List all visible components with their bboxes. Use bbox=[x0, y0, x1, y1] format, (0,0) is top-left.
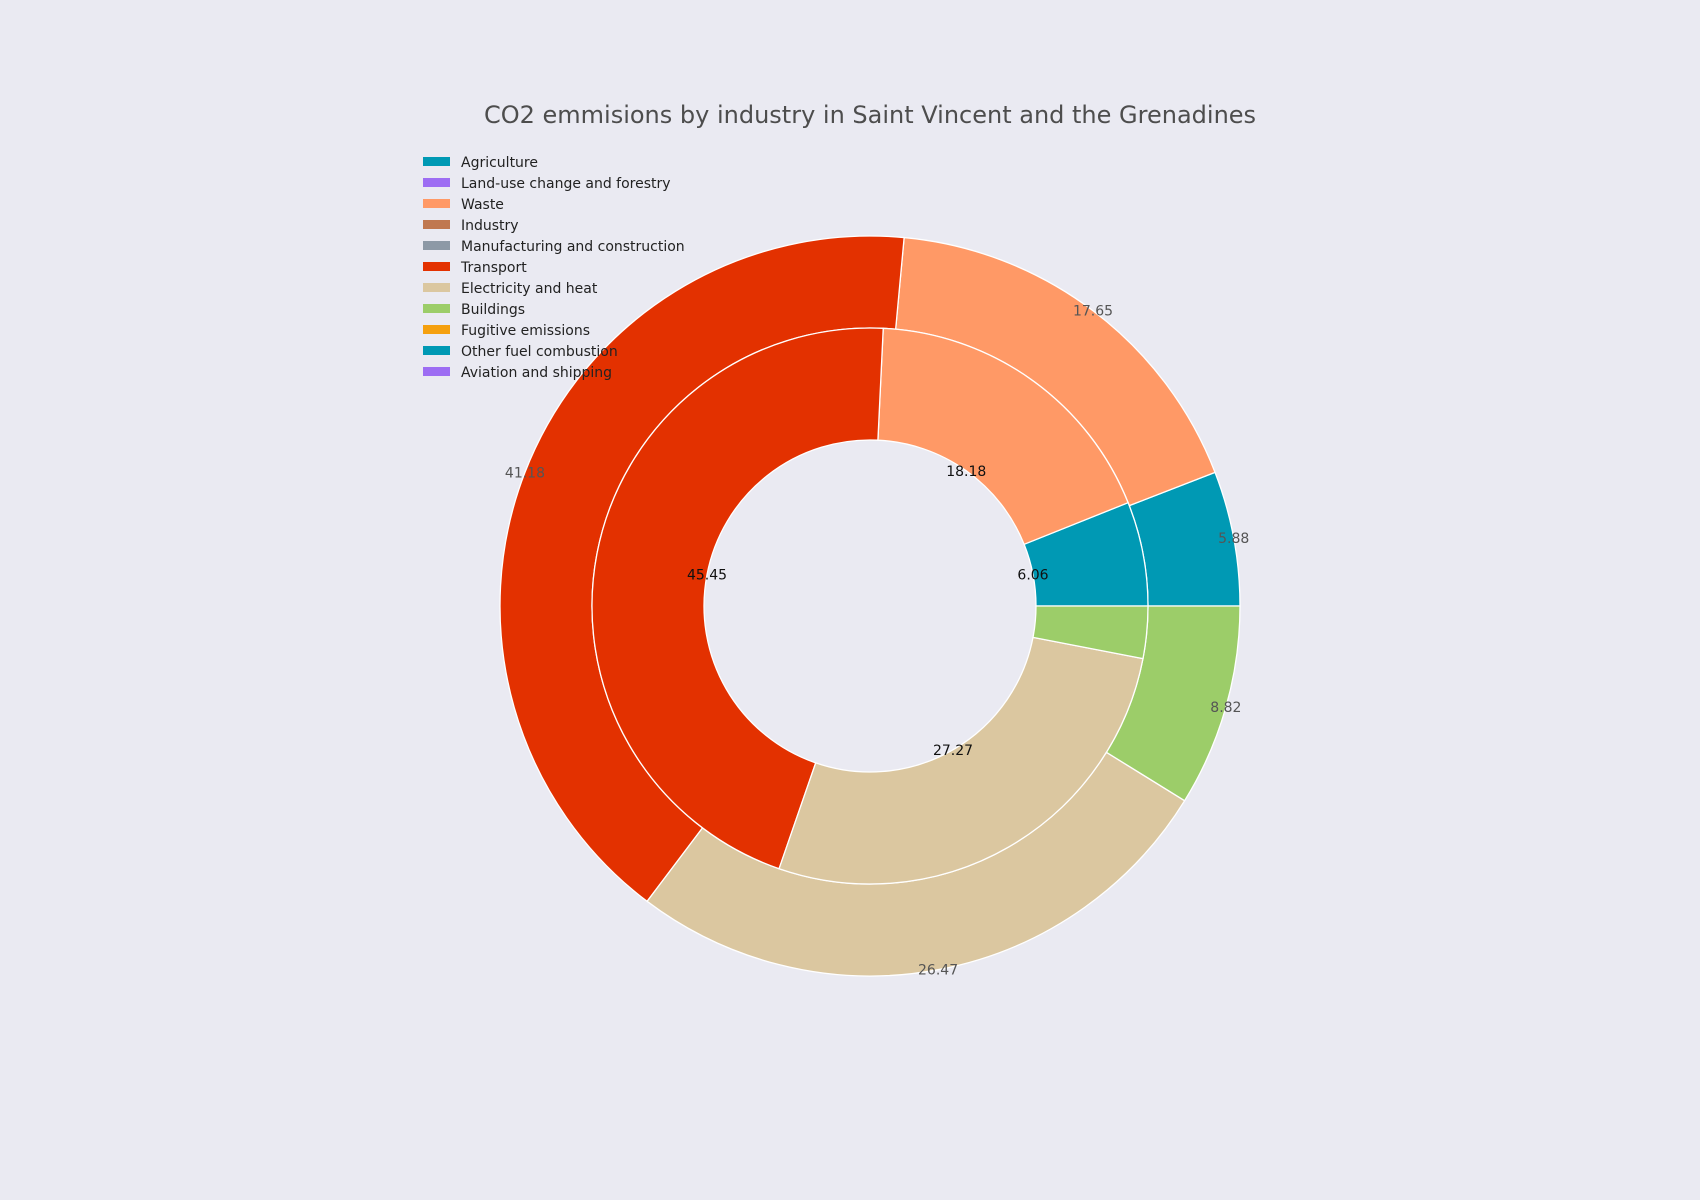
legend-label: Other fuel combustion bbox=[461, 344, 618, 360]
legend-swatch bbox=[423, 283, 450, 292]
inner-label-agriculture: 6.06 bbox=[1017, 568, 1048, 584]
legend-label: Land-use change and forestry bbox=[461, 176, 671, 192]
legend-swatch bbox=[423, 346, 450, 355]
legend-item-aviation-and-shipping: Aviation and shipping bbox=[423, 365, 612, 381]
legend-swatch bbox=[423, 178, 450, 187]
legend-label: Electricity and heat bbox=[461, 281, 598, 297]
legend-item-buildings: Buildings bbox=[423, 302, 525, 318]
legend-label: Transport bbox=[460, 260, 527, 276]
legend-item-waste: Waste bbox=[423, 197, 504, 213]
outer-label-electricity-and-heat: 26.47 bbox=[918, 963, 958, 979]
legend-label: Agriculture bbox=[461, 155, 538, 171]
legend-item-agriculture: Agriculture bbox=[423, 155, 538, 171]
legend-label: Industry bbox=[461, 218, 519, 234]
legend-swatch bbox=[423, 199, 450, 208]
legend-item-transport: Transport bbox=[423, 260, 527, 276]
slice-labels: 5.88 17.65 41.18 26.47 8.82 6.06 18.18 45.45 27.… bbox=[505, 304, 1249, 979]
outer-ring bbox=[499, 235, 1241, 977]
inner-label-waste: 18.18 bbox=[946, 464, 986, 480]
legend-item-manufacturing-and-construction: Manufacturing and construction bbox=[423, 239, 685, 255]
legend-item-land-use-change-and-forestry: Land-use change and forestry bbox=[423, 176, 671, 192]
legend-swatch bbox=[423, 157, 450, 166]
inner-ring bbox=[591, 327, 1149, 885]
legend-label: Waste bbox=[461, 197, 504, 213]
outer-label-agriculture: 5.88 bbox=[1218, 531, 1249, 547]
outer-label-waste: 17.65 bbox=[1073, 304, 1113, 320]
legend-swatch bbox=[423, 325, 450, 334]
inner-label-transport: 45.45 bbox=[687, 568, 727, 584]
legend-item-industry: Industry bbox=[423, 218, 519, 234]
legend-item-fugitive-emissions: Fugitive emissions bbox=[423, 323, 590, 339]
legend-swatch bbox=[423, 241, 450, 250]
legend-item-other-fuel-combustion: Other fuel combustion bbox=[423, 344, 618, 360]
legend-label: Aviation and shipping bbox=[461, 365, 612, 381]
legend-swatch bbox=[423, 367, 450, 376]
legend-item-electricity-and-heat: Electricity and heat bbox=[423, 281, 598, 297]
outer-label-transport: 41.18 bbox=[505, 465, 545, 481]
inner-label-electricity-and-heat: 27.27 bbox=[933, 743, 973, 759]
chart-title: CO2 emmisions by industry in Saint Vince… bbox=[484, 101, 1256, 129]
legend-swatch bbox=[423, 304, 450, 313]
inner-slice-electricity-and-heat bbox=[778, 636, 1144, 885]
legend-label: Fugitive emissions bbox=[461, 323, 590, 339]
legend-swatch bbox=[423, 262, 450, 271]
inner-slice-waste bbox=[877, 327, 1129, 546]
legend-swatch bbox=[423, 220, 450, 229]
legend: Agriculture Land-use change and forestry W… bbox=[423, 155, 685, 381]
legend-label: Manufacturing and construction bbox=[461, 239, 685, 255]
inner-slice-transport bbox=[591, 327, 884, 870]
inner-slice-buildings bbox=[1032, 605, 1149, 660]
legend-label: Buildings bbox=[461, 302, 525, 318]
outer-label-buildings: 8.82 bbox=[1210, 700, 1241, 716]
